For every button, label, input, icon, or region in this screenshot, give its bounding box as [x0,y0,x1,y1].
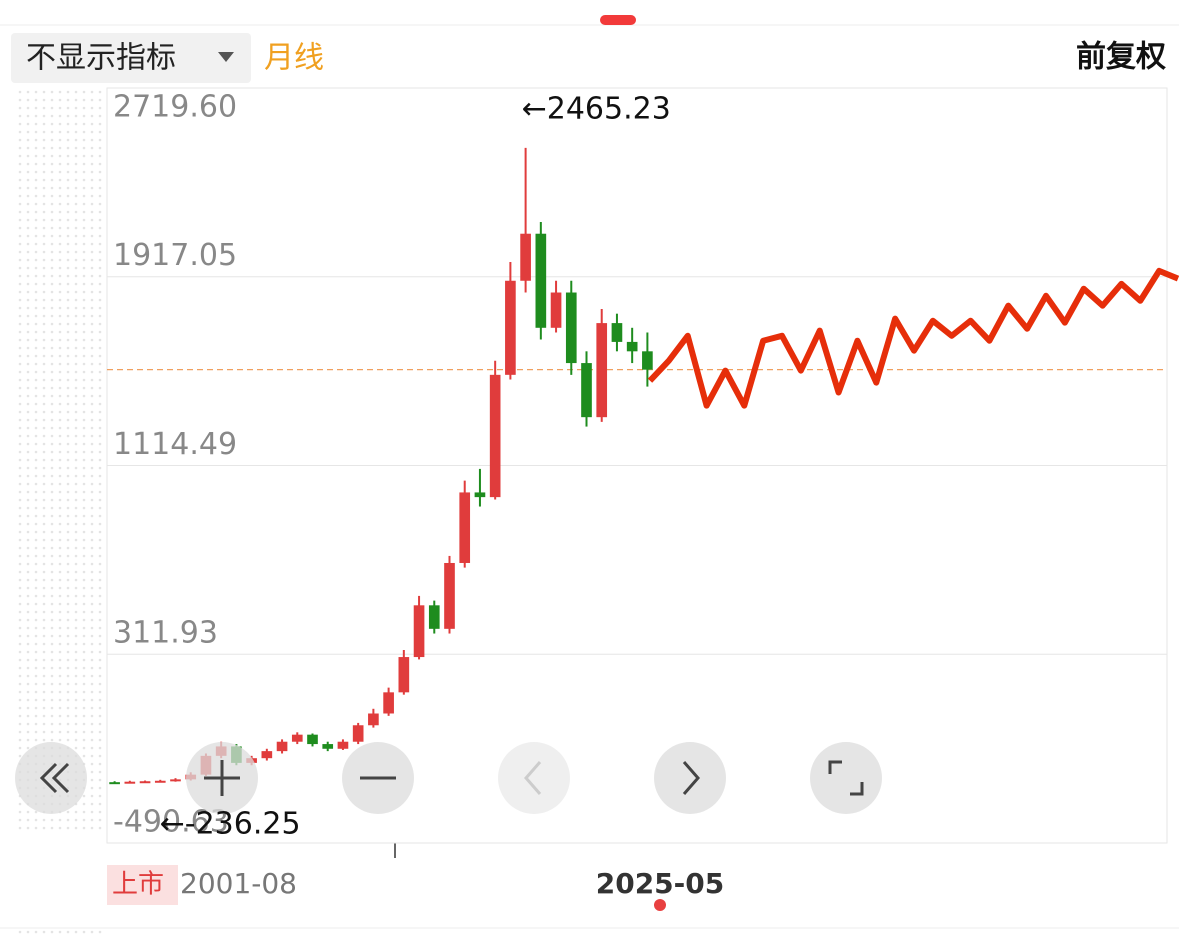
candle-body [565,292,577,364]
candle-body [291,734,303,742]
nav-buttons [15,742,882,814]
candle-body [170,779,181,782]
listing-label: 上市 [112,870,164,900]
candle-body [626,341,638,352]
candle-body [459,492,471,563]
indicator-dropdown[interactable] [11,33,251,83]
candle-body [124,781,136,784]
y-tick-label: 1114.49 [113,427,237,462]
period-label[interactable]: 月线 [264,41,324,76]
x-start-label: 2001-08 [180,867,297,900]
extreme-annotation: ←-236.25 [160,807,301,842]
button-fullscreen[interactable] [810,742,882,814]
listing-badge [107,865,178,905]
candle-body [307,734,318,745]
candle-body [474,492,486,498]
dotted-area [15,930,105,937]
icon [682,761,700,795]
extreme-annotation: ←2465.23 [522,91,671,126]
current-dot [654,899,666,911]
button-prev[interactable] [498,742,570,814]
dotted-area [15,88,105,833]
candle-body [505,280,516,375]
candle-body [581,363,592,418]
forecast-line [647,267,1179,409]
candle-body [550,292,562,328]
candle-body [535,233,547,328]
candle-body [596,323,608,418]
candle-body [322,744,334,749]
candle-body [611,323,623,342]
candle-body [642,351,653,370]
icon [39,762,70,794]
icon [204,760,240,796]
drag-handle[interactable] [600,15,636,25]
y-tick-label: 2719.60 [113,90,237,125]
y-tick-label: 311.93 [113,616,218,651]
candle-body [398,657,410,693]
candle-body [413,605,425,658]
candle-body [489,374,501,498]
y-tick-label: 1917.05 [113,238,237,273]
candle-body [520,233,531,281]
candle-body [444,562,455,629]
candle-body [337,741,349,749]
icon [524,761,542,795]
button-next[interactable] [654,742,726,814]
indicator-label: 不显示指标 [26,41,176,76]
adjust-label[interactable]: 前复权 [1076,40,1166,75]
candle-body [368,713,379,726]
icon [828,760,864,796]
candle-body [154,780,166,783]
candle-body [276,741,288,752]
x-end-label: 2025-05 [596,867,725,900]
button-first[interactable] [15,742,87,814]
candle-body [383,692,394,714]
candle-body [139,781,151,784]
candle-body [428,605,440,629]
candle-body [261,751,273,759]
dropdown-arrow [218,52,234,62]
candle-body [352,725,364,742]
candle-body [109,782,120,785]
